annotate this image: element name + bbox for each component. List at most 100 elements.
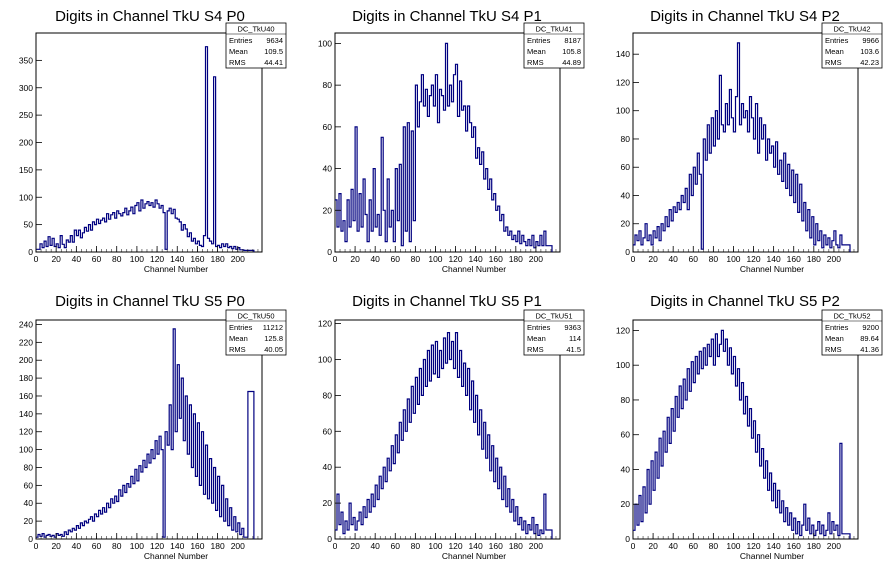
stats-value: 105.8 <box>562 47 581 56</box>
x-tick-label: 120 <box>448 541 462 551</box>
stats-value: 89.64 <box>860 334 879 343</box>
x-tick-label: 20 <box>51 541 61 551</box>
y-tick-label: 60 <box>323 426 333 436</box>
stats-label: Entries <box>825 36 849 45</box>
plot-frame <box>35 319 263 540</box>
y-tick-label: 0 <box>625 534 630 544</box>
x-tick-label: 20 <box>51 254 61 264</box>
x-tick-label: 40 <box>668 254 678 264</box>
x-tick-label: 20 <box>648 254 658 264</box>
y-tick-label: 200 <box>19 355 33 365</box>
x-tick-label: 0 <box>34 254 39 264</box>
stats-box: DC_TkU51 Entries 9363 Mean 114 RMS 41.5 <box>523 309 585 356</box>
stats-value: 125.8 <box>264 334 283 343</box>
stats-label: Mean <box>825 334 844 343</box>
x-tick-label: 100 <box>726 541 740 551</box>
x-tick-label: 200 <box>231 541 245 551</box>
y-tick-label: 140 <box>616 49 630 59</box>
y-tick-label: 250 <box>19 110 33 120</box>
x-axis-label: Channel Number <box>740 551 804 561</box>
y-tick-label: 80 <box>621 134 631 144</box>
y-tick-label: 40 <box>621 190 631 200</box>
x-tick-label: 200 <box>827 254 841 264</box>
y-tick-label: 20 <box>323 498 333 508</box>
stats-label: Mean <box>229 47 248 56</box>
histogram-series <box>633 329 851 539</box>
stats-label: Entries <box>229 323 253 332</box>
stats-label: RMS <box>825 58 842 67</box>
histogram-series <box>36 46 255 252</box>
x-tick-label: 160 <box>190 541 204 551</box>
x-tick-label: 180 <box>807 254 821 264</box>
x-tick-label: 200 <box>529 254 543 264</box>
stats-value: 114 <box>569 334 581 343</box>
x-tick-label: 20 <box>350 541 360 551</box>
x-tick-label: 0 <box>631 254 636 264</box>
x-tick-label: 140 <box>767 541 781 551</box>
plot-frame <box>632 319 859 540</box>
x-axis-label: Channel Number <box>442 551 506 561</box>
stats-label: RMS <box>527 345 544 354</box>
x-tick-label: 160 <box>787 254 801 264</box>
x-tick-label: 0 <box>34 541 39 551</box>
x-tick-label: 40 <box>370 541 380 551</box>
x-tick-label: 60 <box>689 254 699 264</box>
y-tick-label: 60 <box>621 162 631 172</box>
x-tick-label: 40 <box>370 254 380 264</box>
x-tick-label: 80 <box>709 541 719 551</box>
x-tick-label: 140 <box>170 254 184 264</box>
x-tick-label: 120 <box>448 254 462 264</box>
y-tick-label: 0 <box>28 247 33 257</box>
x-tick-label: 180 <box>509 254 523 264</box>
x-tick-label: 180 <box>509 541 523 551</box>
y-tick-label: 100 <box>616 106 630 116</box>
x-tick-label: 180 <box>211 541 225 551</box>
x-tick-label: 100 <box>428 541 442 551</box>
histogram-series <box>633 42 851 252</box>
y-tick-label: 220 <box>19 337 33 347</box>
stats-label: RMS <box>825 345 842 354</box>
chart-title: Digits in Channel TkU S4 P0 <box>55 8 245 25</box>
stats-value: 103.6 <box>860 47 879 56</box>
x-tick-label: 0 <box>631 541 636 551</box>
histogram-series <box>335 332 553 539</box>
y-tick-label: 0 <box>625 247 630 257</box>
stats-label: Entries <box>825 323 849 332</box>
stats-label: Mean <box>527 47 546 56</box>
stats-value: 44.89 <box>562 58 581 67</box>
histogram-series <box>36 328 255 539</box>
x-tick-label: 200 <box>827 541 841 551</box>
stats-value: 41.36 <box>860 345 879 354</box>
x-tick-label: 180 <box>211 254 225 264</box>
y-tick-label: 60 <box>24 480 34 490</box>
stats-name: DC_TkU41 <box>535 25 572 34</box>
x-tick-label: 40 <box>668 541 678 551</box>
stats-label: Mean <box>825 47 844 56</box>
x-tick-label: 100 <box>726 254 740 264</box>
y-tick-label: 80 <box>24 462 34 472</box>
y-tick-label: 20 <box>24 516 34 526</box>
x-tick-label: 140 <box>469 541 483 551</box>
x-tick-label: 80 <box>709 254 719 264</box>
x-tick-label: 0 <box>333 541 338 551</box>
y-tick-label: 60 <box>621 430 631 440</box>
histogram-panel: Digits in Channel TkU S5 P2 0 20 40 60 80 100 1… <box>616 293 883 561</box>
chart-title: Digits in Channel TkU S4 P2 <box>650 8 840 25</box>
histogram-panel: Digits in Channel TkU S4 P1 0 20 40 60 80 100 1… <box>318 8 585 274</box>
stats-box: DC_TkU50 Entries 11212 Mean 125.8 RMS 40.05 <box>225 309 287 356</box>
stats-name: DC_TkU40 <box>237 25 274 34</box>
x-tick-label: 20 <box>350 254 360 264</box>
y-tick-label: 60 <box>323 122 333 132</box>
y-tick-label: 100 <box>19 192 33 202</box>
x-tick-label: 80 <box>112 541 122 551</box>
y-tick-label: 300 <box>19 83 33 93</box>
y-tick-label: 20 <box>323 205 333 215</box>
y-tick-label: 200 <box>19 138 33 148</box>
plot-frame <box>632 32 859 253</box>
chart-title: Digits in Channel TkU S5 P0 <box>55 293 245 310</box>
y-tick-label: 80 <box>621 395 631 405</box>
x-tick-label: 80 <box>411 541 421 551</box>
y-tick-label: 40 <box>323 462 333 472</box>
y-tick-label: 100 <box>318 354 332 364</box>
